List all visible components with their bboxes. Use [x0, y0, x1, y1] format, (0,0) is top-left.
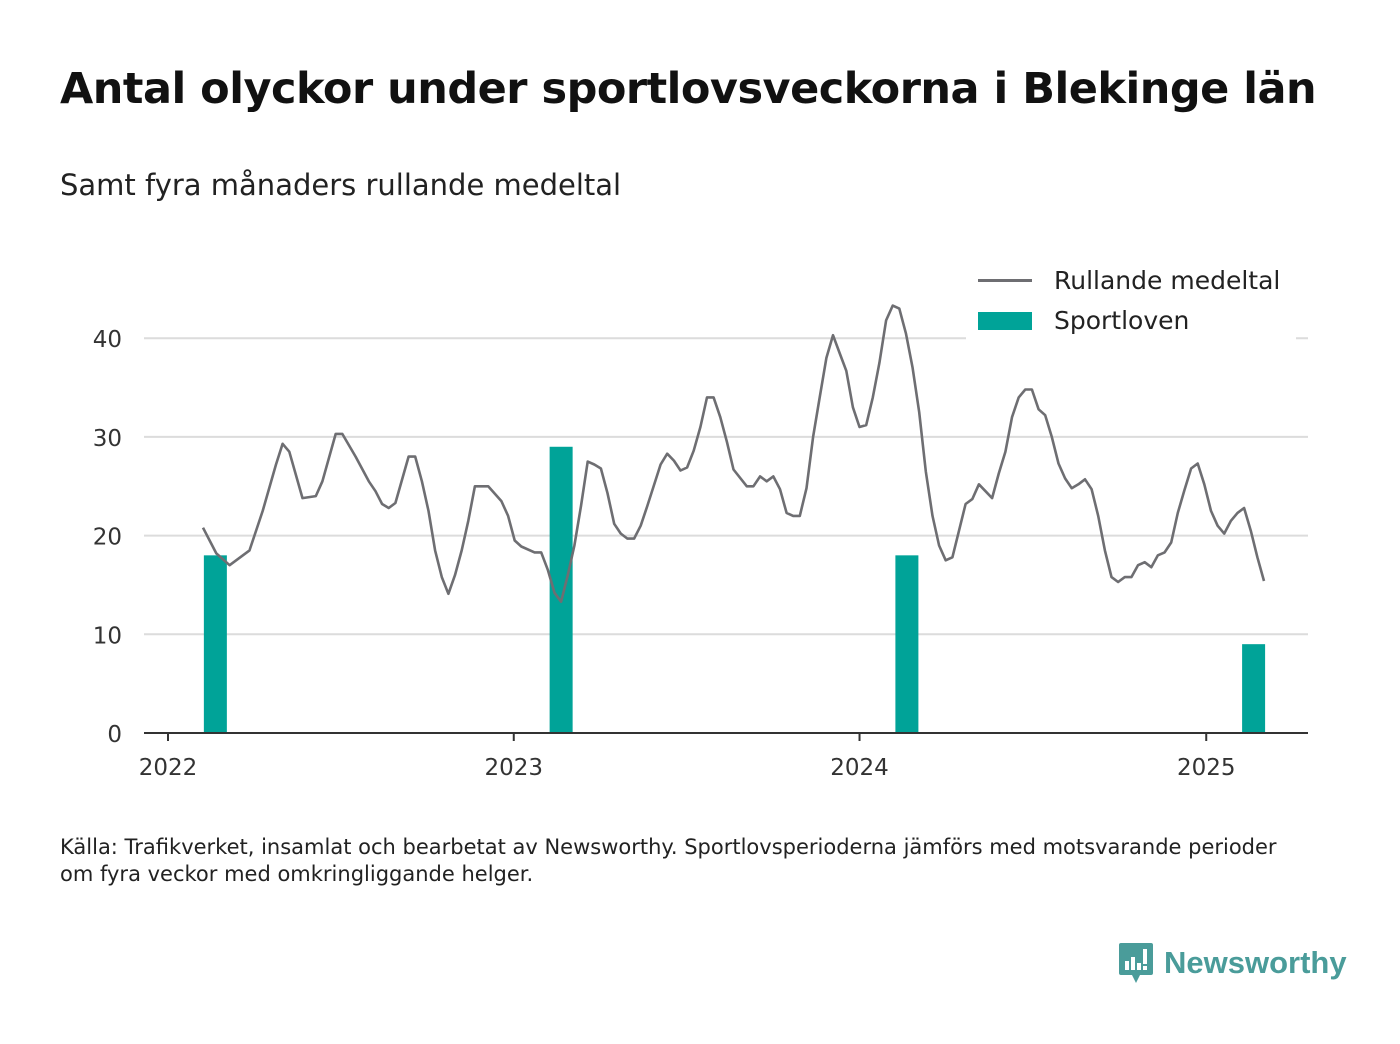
legend-bar-swatch — [978, 311, 1032, 330]
y-tick-label: 10 — [93, 623, 122, 649]
brand-name: Newsworthy — [1164, 945, 1347, 980]
legend-item-bar: Sportloven — [978, 306, 1189, 335]
legend-label-bar: Sportloven — [1054, 306, 1190, 335]
chart: 0 10 20 30 40 2022 2023 2024 2025 — [93, 304, 1308, 781]
sportlov-bar — [1242, 644, 1266, 733]
legend-item-line: Rullande medeltal — [978, 266, 1280, 295]
chart-title: Antal olyckor under sportlovsveckorna i … — [60, 64, 1317, 114]
sportlov-bar — [203, 555, 227, 733]
y-tick-label: 40 — [93, 327, 122, 353]
line-series — [201, 304, 1266, 604]
grid-lines — [144, 337, 1308, 636]
x-tick-label: 2024 — [830, 755, 889, 781]
bar-series — [203, 446, 1266, 733]
sportlov-bar — [549, 446, 573, 733]
axes: 0 10 20 30 40 2022 2023 2024 2025 — [93, 327, 1308, 781]
y-tick-label: 30 — [93, 426, 122, 452]
y-tick-label: 20 — [93, 525, 122, 551]
x-tick-label: 2022 — [139, 755, 198, 781]
x-tick-label: 2025 — [1177, 755, 1236, 781]
legend-label-line: Rullande medeltal — [1054, 266, 1281, 295]
rolling-average-line — [201, 304, 1266, 604]
y-tick-label: 0 — [107, 722, 122, 748]
brand-logo: Newsworthy — [1118, 940, 1347, 986]
legend-line-swatch — [978, 279, 1032, 282]
x-tick-label: 2023 — [484, 755, 543, 781]
sportlov-bar — [895, 555, 919, 733]
newsworthy-logo-icon — [1119, 943, 1153, 983]
source-note: Källa: Trafikverket, insamlat och bearbe… — [60, 835, 1277, 886]
chart-subtitle: Samt fyra månaders rullande medeltal — [60, 168, 622, 202]
legend: Rullande medeltal Sportloven — [966, 262, 1296, 342]
